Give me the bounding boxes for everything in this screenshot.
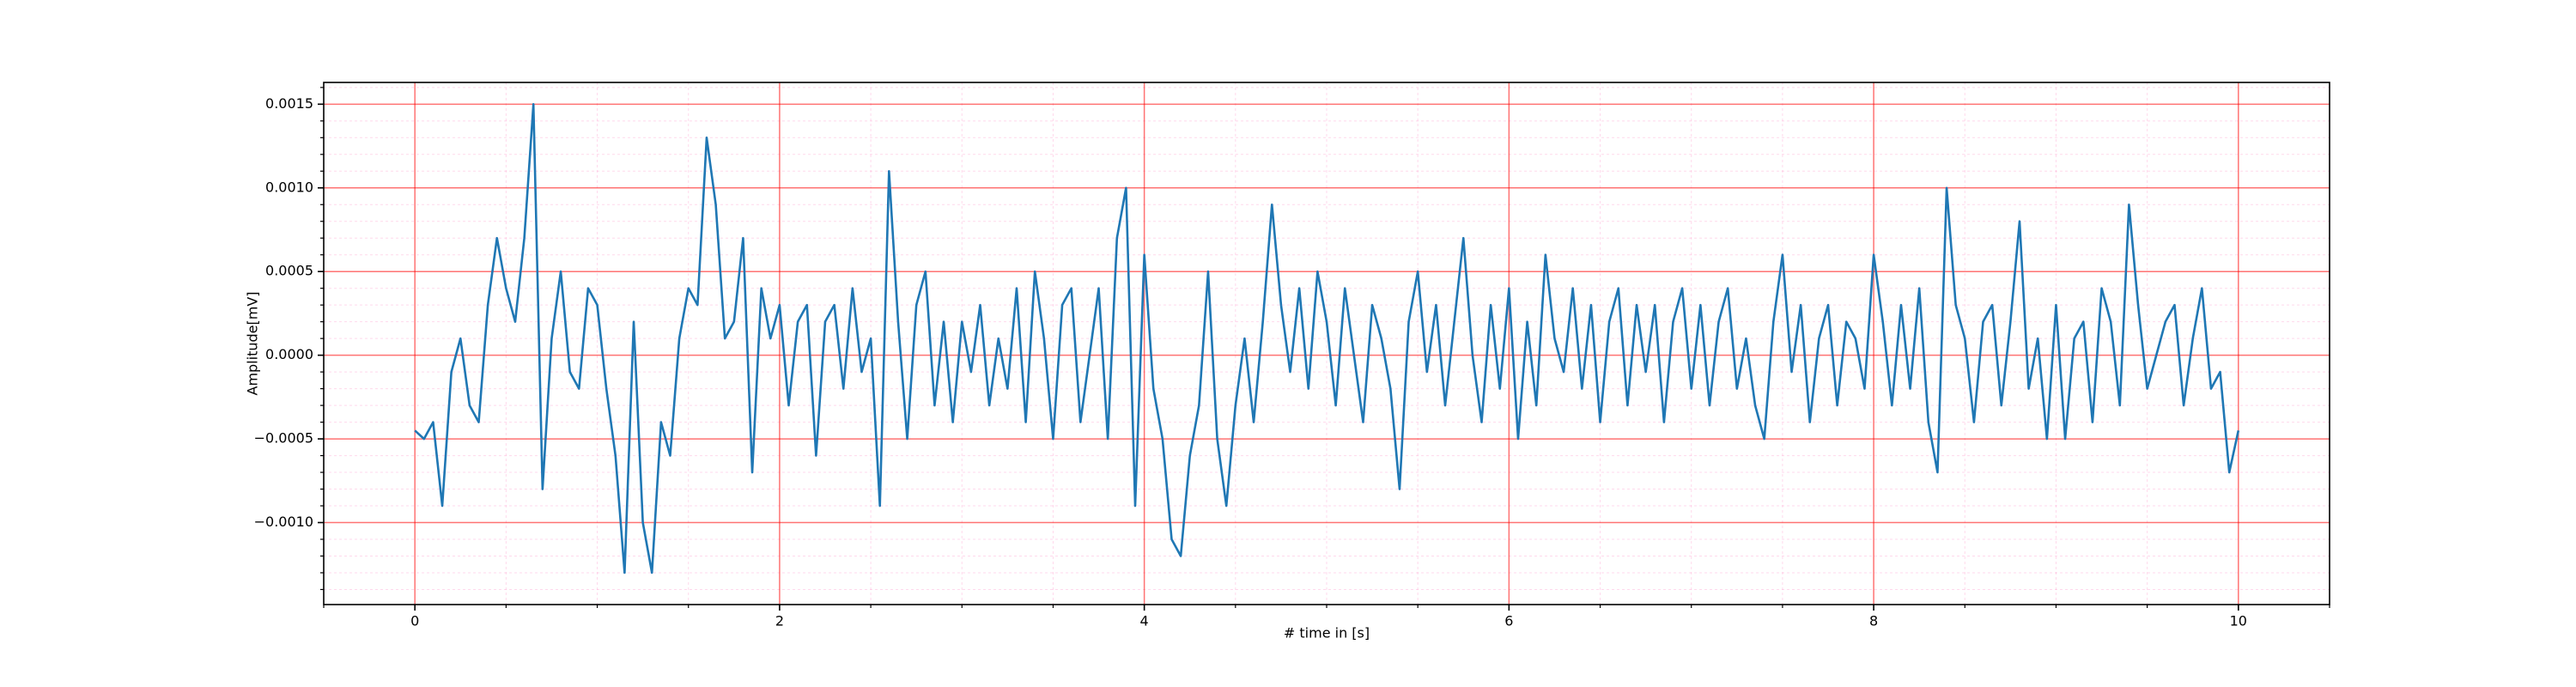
grid [323, 82, 2330, 605]
x-tick-label: 0 [410, 613, 419, 629]
y-tick-label: 0.0000 [265, 346, 313, 362]
plot-area [414, 103, 2240, 575]
y-tick-label: −0.0010 [254, 514, 313, 530]
y-tick-label: 0.0005 [265, 263, 313, 279]
x-tick-label: 10 [2230, 613, 2247, 629]
y-tick-label: 0.0015 [265, 95, 313, 112]
x-tick-label: 2 [775, 613, 784, 629]
x-tick-label: 6 [1504, 613, 1513, 629]
y-tick-label: 0.0010 [265, 179, 313, 195]
x-tick-label: 8 [1869, 613, 1878, 629]
x-axis-label: # time in [s] [1284, 625, 1370, 641]
y-tick-label: −0.0005 [254, 430, 313, 447]
signal-line [414, 103, 2240, 575]
ticks: 0 2 4 6 8 10 −0.0010 −0.0005 0.0000 0.0005 0.0010 0… [254, 87, 2330, 629]
y-axis-label: Amplitude[mV] [245, 291, 261, 395]
x-tick-label: 4 [1140, 613, 1149, 629]
